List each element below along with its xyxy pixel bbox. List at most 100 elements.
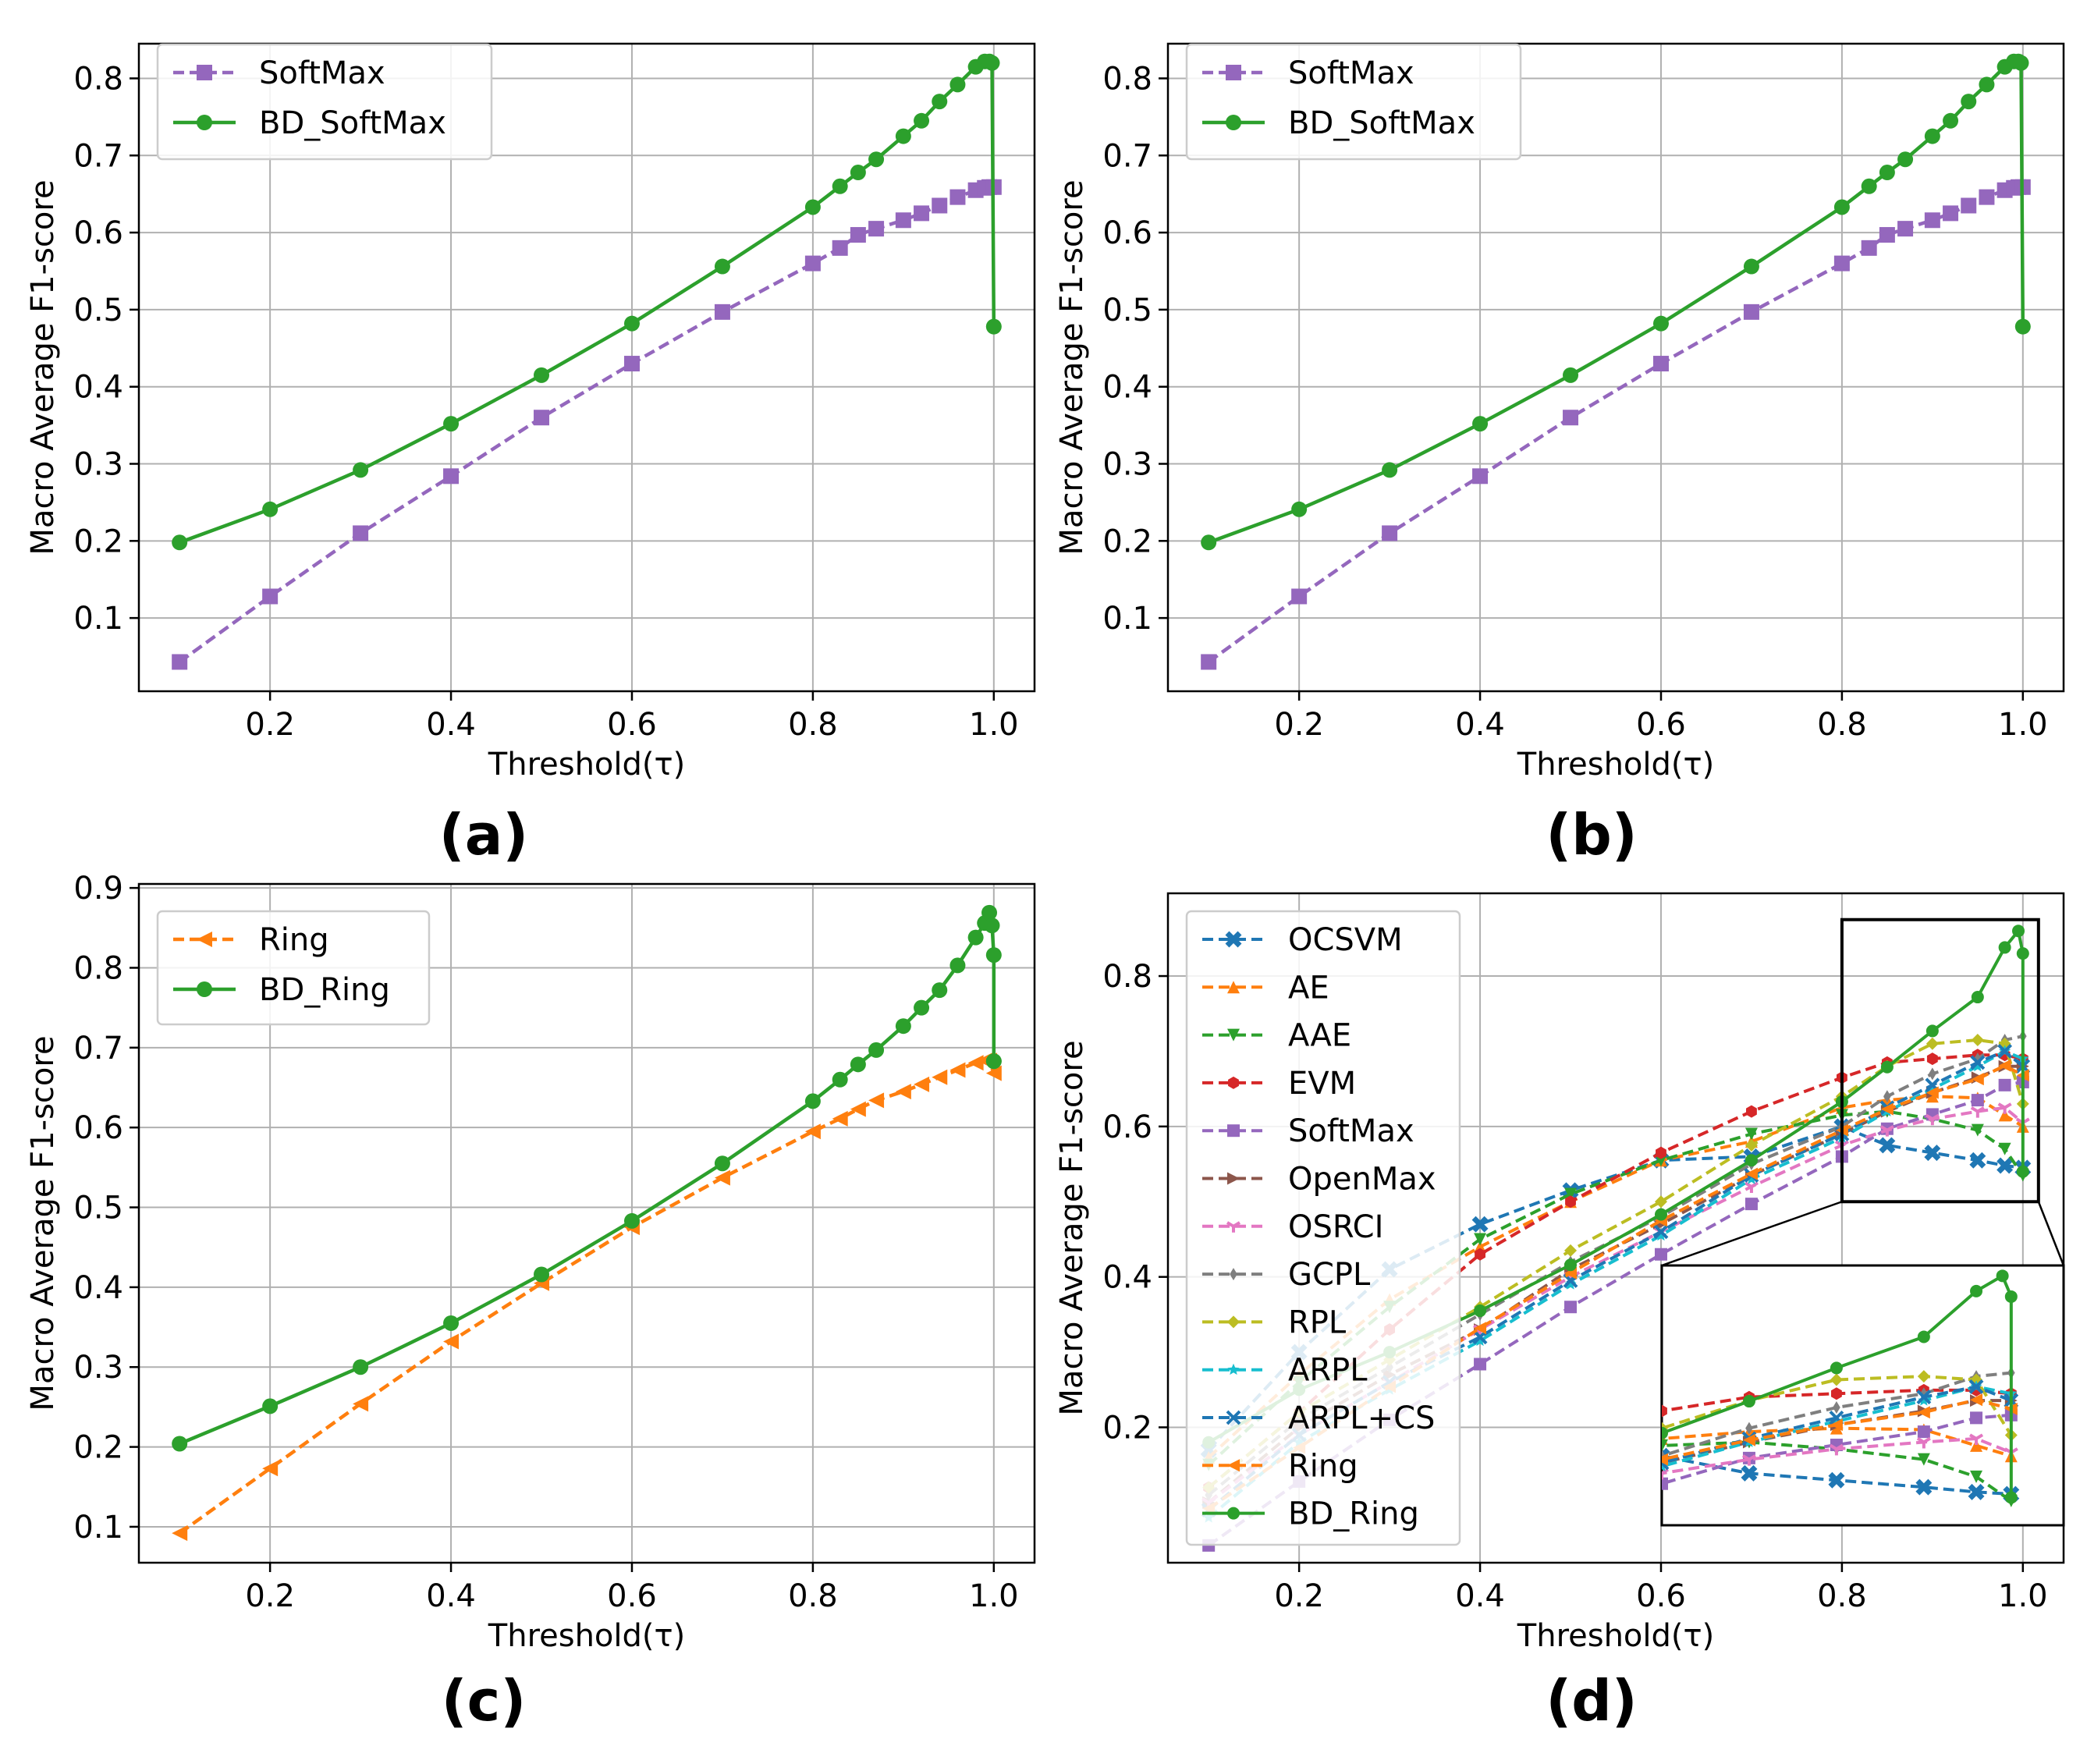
data-point-BD_Ring — [1474, 1304, 1487, 1318]
y-tick-label: 0.2 — [73, 1430, 123, 1466]
y-tick-label: 0.2 — [1102, 1410, 1152, 1446]
panel-c: 0.2 0.4 0.6 0.8 1.0 0.1 0.2 0.3 0.4 0.5 0.6 0.7 0.8 0… — [25, 871, 1036, 1654]
legend-label-ARPL: ARPL — [1288, 1353, 1368, 1389]
inset-data-point-BD_Ring — [2004, 1491, 2018, 1504]
data-point-BD_SoftMax — [1652, 315, 1669, 332]
inset-data-point-ARPL+CS — [1968, 1379, 1984, 1394]
y-tick-label: 0.7 — [73, 1031, 123, 1067]
inset-data-point-BD_Ring — [1742, 1395, 1755, 1408]
data-point-ARPL+CS — [1997, 1044, 2013, 1059]
x-axis-label: Threshold(τ) — [488, 1618, 685, 1654]
legend-label-RPL: RPL — [1288, 1304, 1347, 1340]
y-tick-label: 0.1 — [1102, 601, 1152, 637]
inset-data-point-OpenMax — [1481, 1495, 1493, 1507]
legend-label-Ring: Ring — [259, 922, 329, 958]
data-point-BD_Ring — [1971, 991, 1984, 1004]
inset-data-point-ARPL+CS — [1916, 1390, 1932, 1405]
data-point-ARPL+CS — [1970, 1055, 1986, 1070]
legend: SoftMax BD_SoftMax — [156, 43, 493, 161]
data-point-AE — [1998, 1109, 2011, 1122]
data-point-SoftMax — [1924, 212, 1940, 229]
data-point-BD_SoftMax — [623, 315, 640, 332]
data-point-SoftMax — [1897, 221, 1914, 237]
data-point-BD_Ring — [2016, 947, 2029, 960]
data-point-BD_Ring — [967, 929, 984, 946]
y-tick-label: 0.1 — [73, 1510, 123, 1546]
data-point-SoftMax — [1382, 525, 1398, 541]
data-point-AE — [1926, 1090, 1939, 1103]
data-point-EVM — [1565, 1195, 1576, 1209]
data-point-AAE — [1971, 1123, 1984, 1137]
data-point-BD_Ring — [895, 1018, 911, 1035]
data-point-BD_Ring — [353, 1359, 369, 1375]
x-tick-label: 0.4 — [426, 1578, 476, 1614]
data-point-BD_SoftMax — [1743, 258, 1759, 275]
data-point-SoftMax — [1961, 197, 1977, 214]
y-axis-label: Macro Average F1-score — [1054, 179, 1090, 555]
data-point-BD_Ring — [1926, 1024, 1939, 1038]
inset-data-point-OSRCI — [1829, 1443, 1844, 1456]
data-point-BD_SoftMax — [932, 94, 948, 110]
y-tick-label: 0.1 — [73, 601, 123, 637]
legend-label-AAE: AAE — [1288, 1018, 1351, 1054]
legend-label-AE: AE — [1288, 970, 1329, 1006]
y-tick-label: 0.3 — [1102, 447, 1152, 483]
data-point-Ring — [1474, 1322, 1487, 1335]
data-point-RPL — [1926, 1037, 1939, 1050]
inset-data-point-RPL — [1481, 1467, 1493, 1479]
data-point-SoftMax — [443, 468, 460, 484]
inset-data-point-EVM — [1830, 1387, 1842, 1400]
data-point-OCSVM — [1924, 1145, 1941, 1162]
data-point-Ring — [1880, 1102, 1894, 1116]
data-point-Ring — [1926, 1086, 1939, 1099]
inset-plot — [1481, 1269, 2020, 1507]
inset-data-point-BD_Ring — [1830, 1361, 1843, 1375]
y-axis-label: Macro Average F1-score — [25, 179, 61, 555]
legend-label-SoftMax: SoftMax — [1288, 1113, 1414, 1149]
data-point-BD_SoftMax — [262, 501, 279, 517]
y-tick-label: 0.4 — [73, 1270, 123, 1306]
series-line-SoftMax — [1207, 185, 2023, 664]
data-point-BD_SoftMax — [1961, 94, 1977, 110]
x-tick-label: 1.0 — [1998, 1578, 2048, 1614]
data-point-EVM — [1475, 1248, 1485, 1261]
data-point-ARPL — [1745, 1173, 1758, 1184]
y-tick-label: 0.5 — [73, 293, 123, 328]
data-point-SoftMax — [804, 255, 821, 272]
inset-data-point-Ring — [1742, 1433, 1755, 1446]
inset-data-point-OCSVM — [1481, 1478, 1493, 1490]
x-tick-label: 0.2 — [1274, 1578, 1324, 1614]
y-tick-label: 0.5 — [1102, 293, 1152, 328]
y-tick-label: 0.6 — [1102, 215, 1152, 251]
y-tick-label: 0.8 — [1102, 61, 1152, 97]
inset-data-point-BD_Ring — [2004, 1290, 2018, 1303]
data-point-SoftMax — [895, 212, 911, 229]
legend-marker-BD_SoftMax — [1226, 115, 1241, 130]
inset-data-point-OSRCI — [1741, 1454, 1756, 1466]
legend-marker-OCSVM — [1225, 931, 1242, 948]
data-point-SoftMax — [1564, 1301, 1578, 1314]
y-tick-label: 0.5 — [73, 1191, 123, 1226]
y-tick-label: 0.6 — [1102, 1109, 1152, 1145]
legend-box — [1185, 910, 1461, 1546]
panel-caption-a: (a) — [439, 802, 528, 868]
data-point-OSRCI — [1970, 1106, 1985, 1118]
y-tick-label: 0.2 — [73, 524, 123, 559]
inset-data-point-GCPL — [1833, 1401, 1840, 1414]
data-point-BD_SoftMax — [804, 199, 821, 215]
data-point-SoftMax — [262, 588, 279, 605]
inset-data-point-Ring — [1970, 1393, 1983, 1407]
data-point-RPL — [1971, 1033, 1984, 1046]
data-point-BD_Ring — [172, 1436, 188, 1452]
data-point-BD_Ring — [949, 957, 966, 974]
data-point-SoftMax — [1474, 1358, 1487, 1371]
inset-data-point-AAE — [1662, 1439, 1668, 1452]
panel-b: 0.2 0.4 0.6 0.8 1.0 0.1 0.2 0.3 0.4 0.5 0.6 0.7 0.8 T… — [1054, 42, 2065, 783]
data-point-ARPL — [1655, 1229, 1667, 1241]
legend-marker-BD_Ring — [1227, 1507, 1240, 1520]
legend-marker-ARPL+CS — [1226, 1410, 1241, 1425]
x-tick-label: 0.4 — [1455, 707, 1505, 743]
data-point-Ring — [443, 1333, 460, 1350]
data-point-Ring — [868, 1092, 885, 1109]
x-tick-label: 0.8 — [1817, 707, 1867, 743]
